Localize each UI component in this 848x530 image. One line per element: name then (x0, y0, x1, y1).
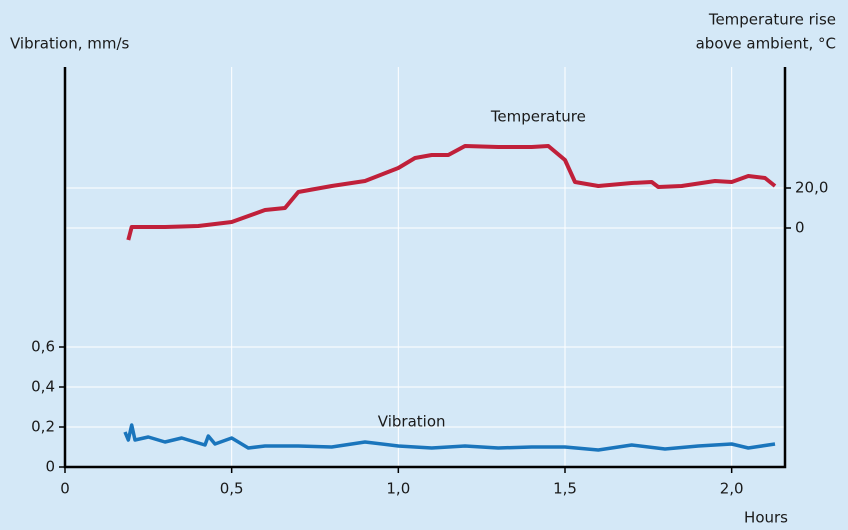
y2-axis-label: above ambient, °C (696, 35, 836, 53)
x-tick-label: 0,5 (220, 480, 244, 498)
x-tick-label: 2,0 (720, 480, 744, 498)
x-tick-label: 1,5 (553, 480, 577, 498)
axis-line (63, 67, 787, 469)
x-tick-label: 1,0 (386, 480, 410, 498)
y-axis-label: Vibration, mm/s (10, 35, 130, 53)
y-tick-label: 0 (45, 458, 55, 476)
y-tick-label: 0,4 (31, 378, 55, 396)
y2-axis-label: Temperature rise (708, 11, 836, 29)
series-line (126, 144, 777, 241)
y-tick-label: 0,2 (31, 418, 55, 436)
series-label: Temperature (490, 108, 586, 126)
x-axis-label: Hours (744, 509, 788, 527)
x-tick-label: 0 (60, 480, 70, 498)
y-tick-label: 0,6 (31, 338, 55, 356)
y2-tick-label: 0 (795, 219, 805, 237)
series-line (123, 423, 776, 452)
y2-tick-label: 20,0 (795, 179, 828, 197)
series-label: Vibration (378, 413, 446, 431)
